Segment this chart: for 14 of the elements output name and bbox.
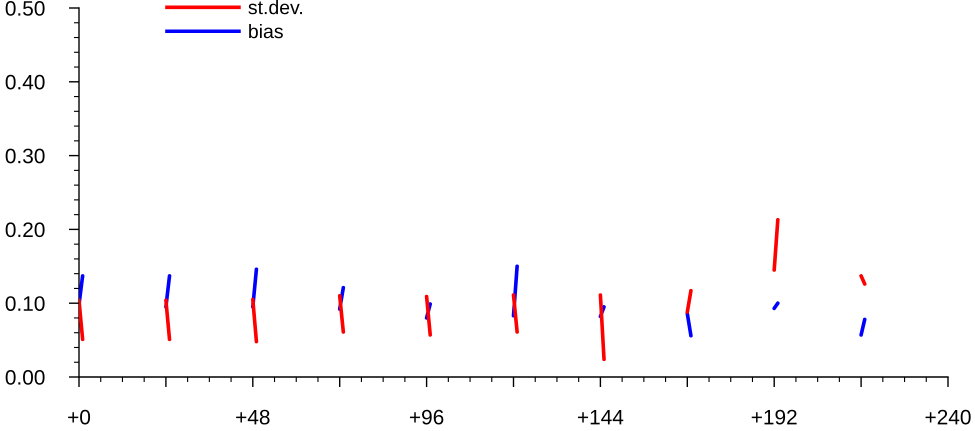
y-tick-label: 0.50 — [6, 1, 45, 16]
y-tick-label: 0.30 — [6, 148, 45, 164]
x-tick-label: +48 — [236, 410, 270, 425]
x-tick-label: +144 — [578, 410, 624, 424]
x-tick-label: +0 — [68, 410, 90, 425]
y-tick-label: 0.10 — [6, 296, 45, 311]
legend-label: bias — [249, 24, 283, 38]
y-tick-label: 0.40 — [6, 74, 45, 90]
y-tick-label: 0.00 — [6, 370, 45, 385]
x-tick-label: +96 — [410, 410, 444, 425]
x-tick-label: +192 — [752, 410, 797, 425]
legend-label: st.dev. — [248, 0, 302, 14]
y-tick-label: 0.20 — [6, 222, 45, 238]
x-tick-label: +240 — [926, 410, 971, 425]
